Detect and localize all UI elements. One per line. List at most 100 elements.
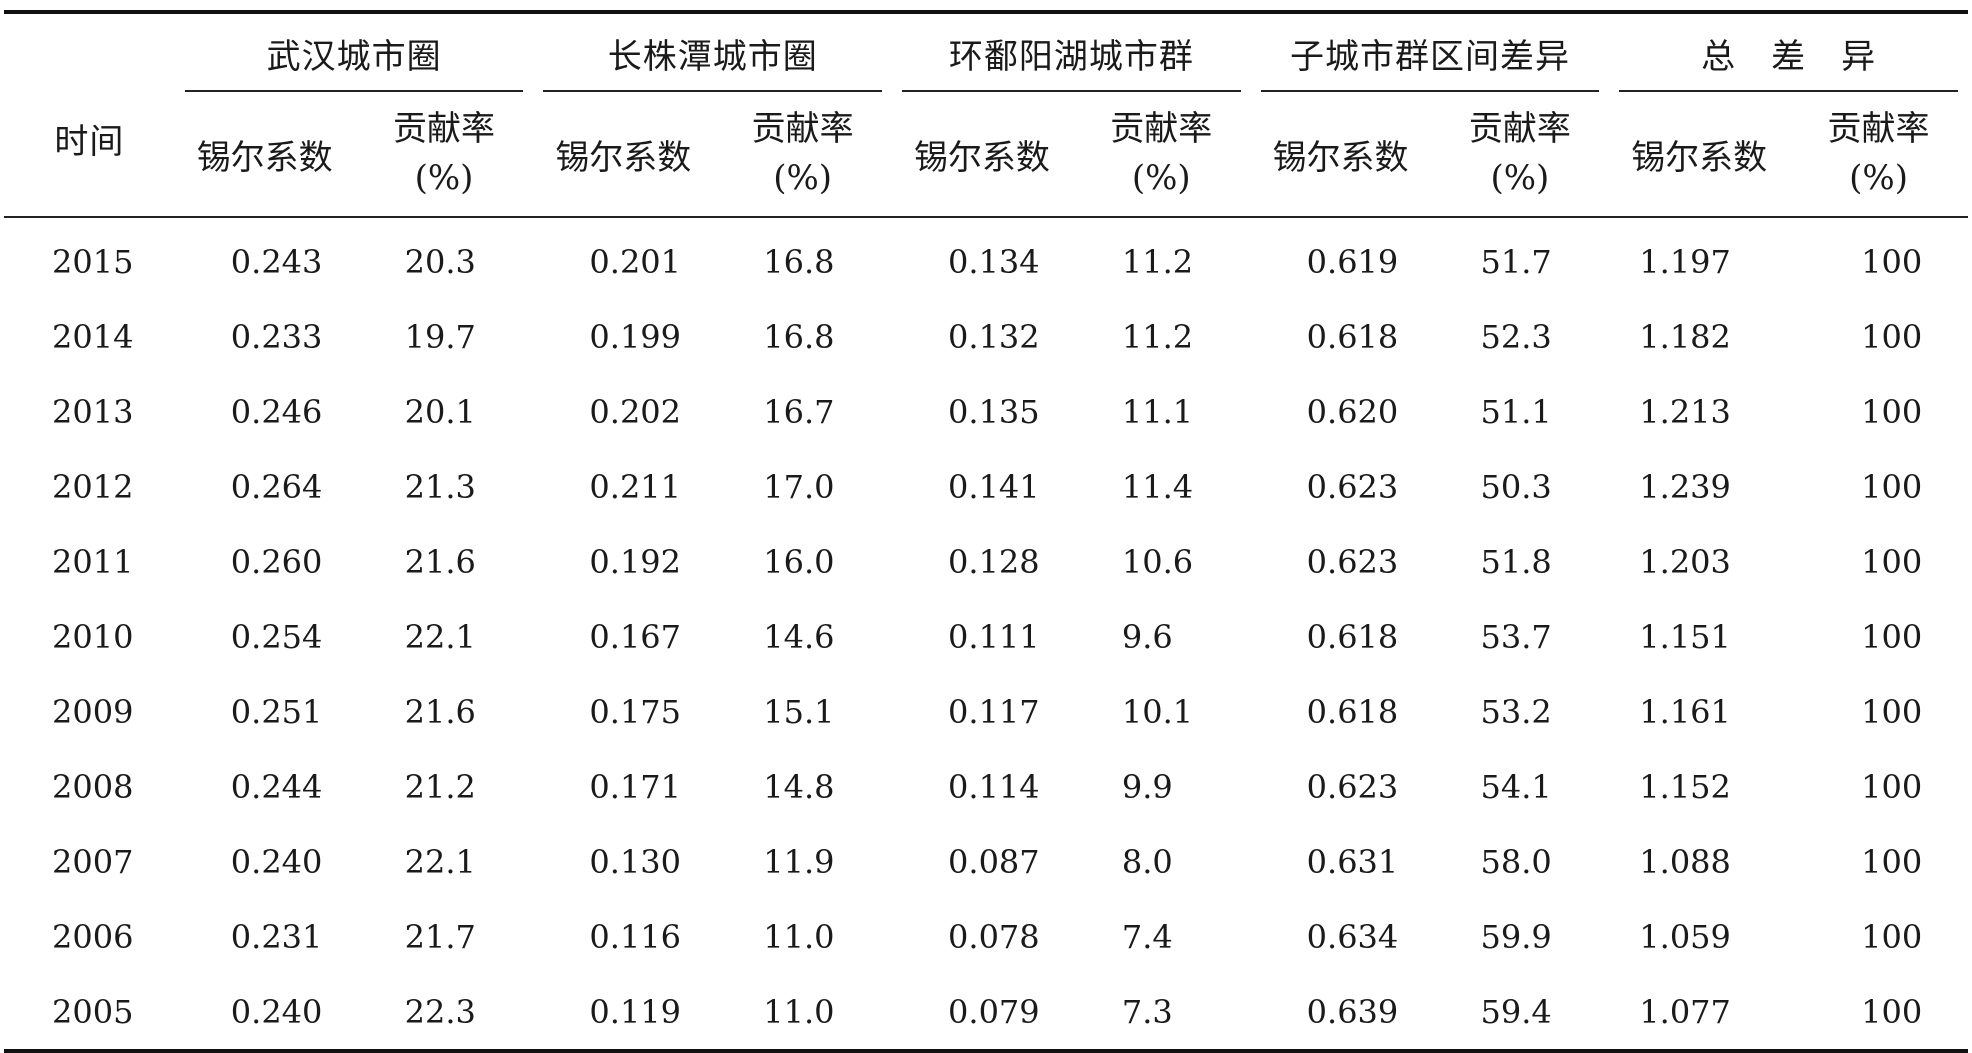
inter-region-theil-cell: 0.623 [1306,467,1399,506]
changzhutan-theil-cell: 0.171 [589,767,682,806]
percent-unit-label: (%) [1849,158,1908,198]
wuhan-theil-cell: 0.264 [230,467,323,506]
changzhutan-contribution-cell: 14.8 [763,767,835,806]
changzhutan-contribution-cell: 16.7 [763,392,835,431]
total-contribution-cell: 100 [1861,467,1923,506]
group-header-wuhan: 武汉城市圈 [175,12,534,92]
changzhutan-theil-cell: 0.167 [589,617,682,656]
inter-region-theil-cell: 0.618 [1306,317,1399,356]
total-contribution-cell: 100 [1861,692,1923,731]
changzhutan-theil-cell: 0.201 [589,242,682,281]
sub-header-theil: 锡尔系数 [892,92,1072,218]
changzhutan-theil-cell: 0.192 [589,542,682,581]
wuhan-contribution-cell: 19.7 [404,317,476,356]
inter-region-contribution-cell: 53.7 [1480,617,1552,656]
total-contribution-cell: 100 [1861,542,1923,581]
table-row: 2010 0.254 22.1 0.167 14.6 0.111 9.6 0.618 53.7 1… [4,599,1968,674]
wuhan-contribution-cell: 21.6 [404,692,476,731]
changzhutan-contribution-cell: 16.0 [763,542,835,581]
table-row: 2006 0.231 21.7 0.116 11.0 0.078 7.4 0.634 59.9 1… [4,899,1968,974]
sub-header-contribution: 贡献率 (%) [713,92,893,218]
wuhan-theil-cell: 0.240 [230,992,323,1031]
total-contribution-cell: 100 [1861,242,1923,281]
sub-header-contribution: 贡献率 (%) [1430,92,1610,218]
poyang-theil-cell: 0.134 [948,242,1040,281]
table-row: 2007 0.240 22.1 0.130 11.9 0.087 8.0 0.631 58.0 1… [4,824,1968,899]
group-header-total: 总 差 异 [1609,12,1968,92]
table-row: 2015 0.243 20.3 0.201 16.8 0.134 11.2 0.619 51.7… [4,217,1968,299]
table-row: 2012 0.264 21.3 0.211 17.0 0.141 11.4 0.623 50.3… [4,449,1968,524]
year-cell: 2006 [52,917,134,956]
table-body: 2015 0.243 20.3 0.201 16.8 0.134 11.2 0.619 51.7… [4,217,1968,1051]
inter-region-contribution-cell: 51.7 [1480,242,1552,281]
percent-unit-label: (%) [1490,158,1550,198]
sub-header-row: 锡尔系数 贡献率 (%) 锡尔系数 贡献率 (%) 锡尔系数 贡献率 (%) 锡尔系数… [4,92,1968,218]
percent-unit-label: (%) [773,158,833,198]
sub-header-theil: 锡尔系数 [174,92,355,218]
wuhan-theil-cell: 0.246 [230,392,323,431]
total-theil-cell: 1.239 [1639,467,1731,506]
inter-region-theil-cell: 0.623 [1306,542,1399,581]
poyang-contribution-cell: 8.0 [1121,842,1173,881]
poyang-contribution-cell: 11.2 [1121,242,1194,281]
table-header: 时间 武汉城市圈 长株潭城市圈 环鄱阳湖城市群 子城市群区间差异 总 差 异 锡… [4,12,1968,218]
theil-index-table: 时间 武汉城市圈 长株潭城市圈 环鄱阳湖城市群 子城市群区间差异 总 差 异 锡… [4,10,1968,1053]
sub-header-contribution: 贡献率 (%) [1789,92,1968,218]
poyang-contribution-cell: 9.9 [1121,767,1173,806]
sub-header-contribution: 贡献率 (%) [1071,92,1251,218]
group-header-inter-region: 子城市群区间差异 [1251,12,1610,92]
poyang-theil-cell: 0.078 [948,917,1040,956]
total-contribution-cell: 100 [1861,392,1923,431]
inter-region-theil-cell: 0.639 [1306,992,1399,1031]
wuhan-theil-cell: 0.244 [230,767,323,806]
wuhan-theil-cell: 0.233 [230,317,323,356]
changzhutan-theil-cell: 0.199 [589,317,682,356]
year-cell: 2012 [52,467,134,506]
inter-region-contribution-cell: 59.9 [1480,917,1552,956]
table-row: 2009 0.251 21.6 0.175 15.1 0.117 10.1 0.618 53.2… [4,674,1968,749]
poyang-contribution-cell: 7.3 [1121,992,1173,1031]
poyang-theil-cell: 0.128 [948,542,1040,581]
year-cell: 2009 [52,692,134,731]
year-cell: 2014 [52,317,134,356]
contribution-label: 贡献率 [1468,108,1571,149]
poyang-contribution-cell: 10.1 [1121,692,1194,731]
wuhan-contribution-cell: 22.1 [404,617,476,656]
poyang-theil-cell: 0.132 [948,317,1040,356]
changzhutan-contribution-cell: 11.9 [763,842,835,881]
wuhan-contribution-cell: 21.7 [404,917,476,956]
time-column-header: 时间 [4,12,175,218]
inter-region-theil-cell: 0.620 [1306,392,1399,431]
inter-region-contribution-cell: 50.3 [1480,467,1552,506]
wuhan-contribution-cell: 21.2 [404,767,476,806]
group-header-row: 时间 武汉城市圈 长株潭城市圈 环鄱阳湖城市群 子城市群区间差异 总 差 异 [4,12,1968,218]
total-contribution-cell: 100 [1861,317,1923,356]
changzhutan-contribution-cell: 11.0 [763,992,835,1031]
wuhan-contribution-cell: 20.3 [404,242,476,281]
changzhutan-theil-cell: 0.202 [589,392,682,431]
total-theil-cell: 1.059 [1639,917,1731,956]
inter-region-contribution-cell: 52.3 [1480,317,1552,356]
wuhan-contribution-cell: 22.1 [404,842,476,881]
contribution-label: 贡献率 [751,108,854,149]
sub-header-theil: 锡尔系数 [1609,92,1790,218]
inter-region-contribution-cell: 58.0 [1480,842,1552,881]
year-cell: 2008 [52,767,134,806]
changzhutan-contribution-cell: 11.0 [763,917,835,956]
inter-region-theil-cell: 0.618 [1306,692,1399,731]
year-cell: 2005 [52,992,134,1031]
percent-unit-label: (%) [414,158,474,198]
wuhan-theil-cell: 0.231 [230,917,323,956]
contribution-label: 贡献率 [393,108,495,149]
table-row: 2011 0.260 21.6 0.192 16.0 0.128 10.6 0.623 51.8… [4,524,1968,599]
sub-header-theil: 锡尔系数 [1250,92,1431,218]
wuhan-theil-cell: 0.260 [230,542,323,581]
poyang-contribution-cell: 7.4 [1121,917,1173,956]
sub-header-theil: 锡尔系数 [533,92,714,218]
inter-region-contribution-cell: 59.4 [1480,992,1552,1031]
poyang-theil-cell: 0.135 [948,392,1040,431]
table-row: 2014 0.233 19.7 0.199 16.8 0.132 11.2 0.618 52.3… [4,299,1968,374]
changzhutan-contribution-cell: 15.1 [763,692,835,731]
total-theil-cell: 1.077 [1639,992,1731,1031]
total-theil-cell: 1.197 [1639,242,1731,281]
